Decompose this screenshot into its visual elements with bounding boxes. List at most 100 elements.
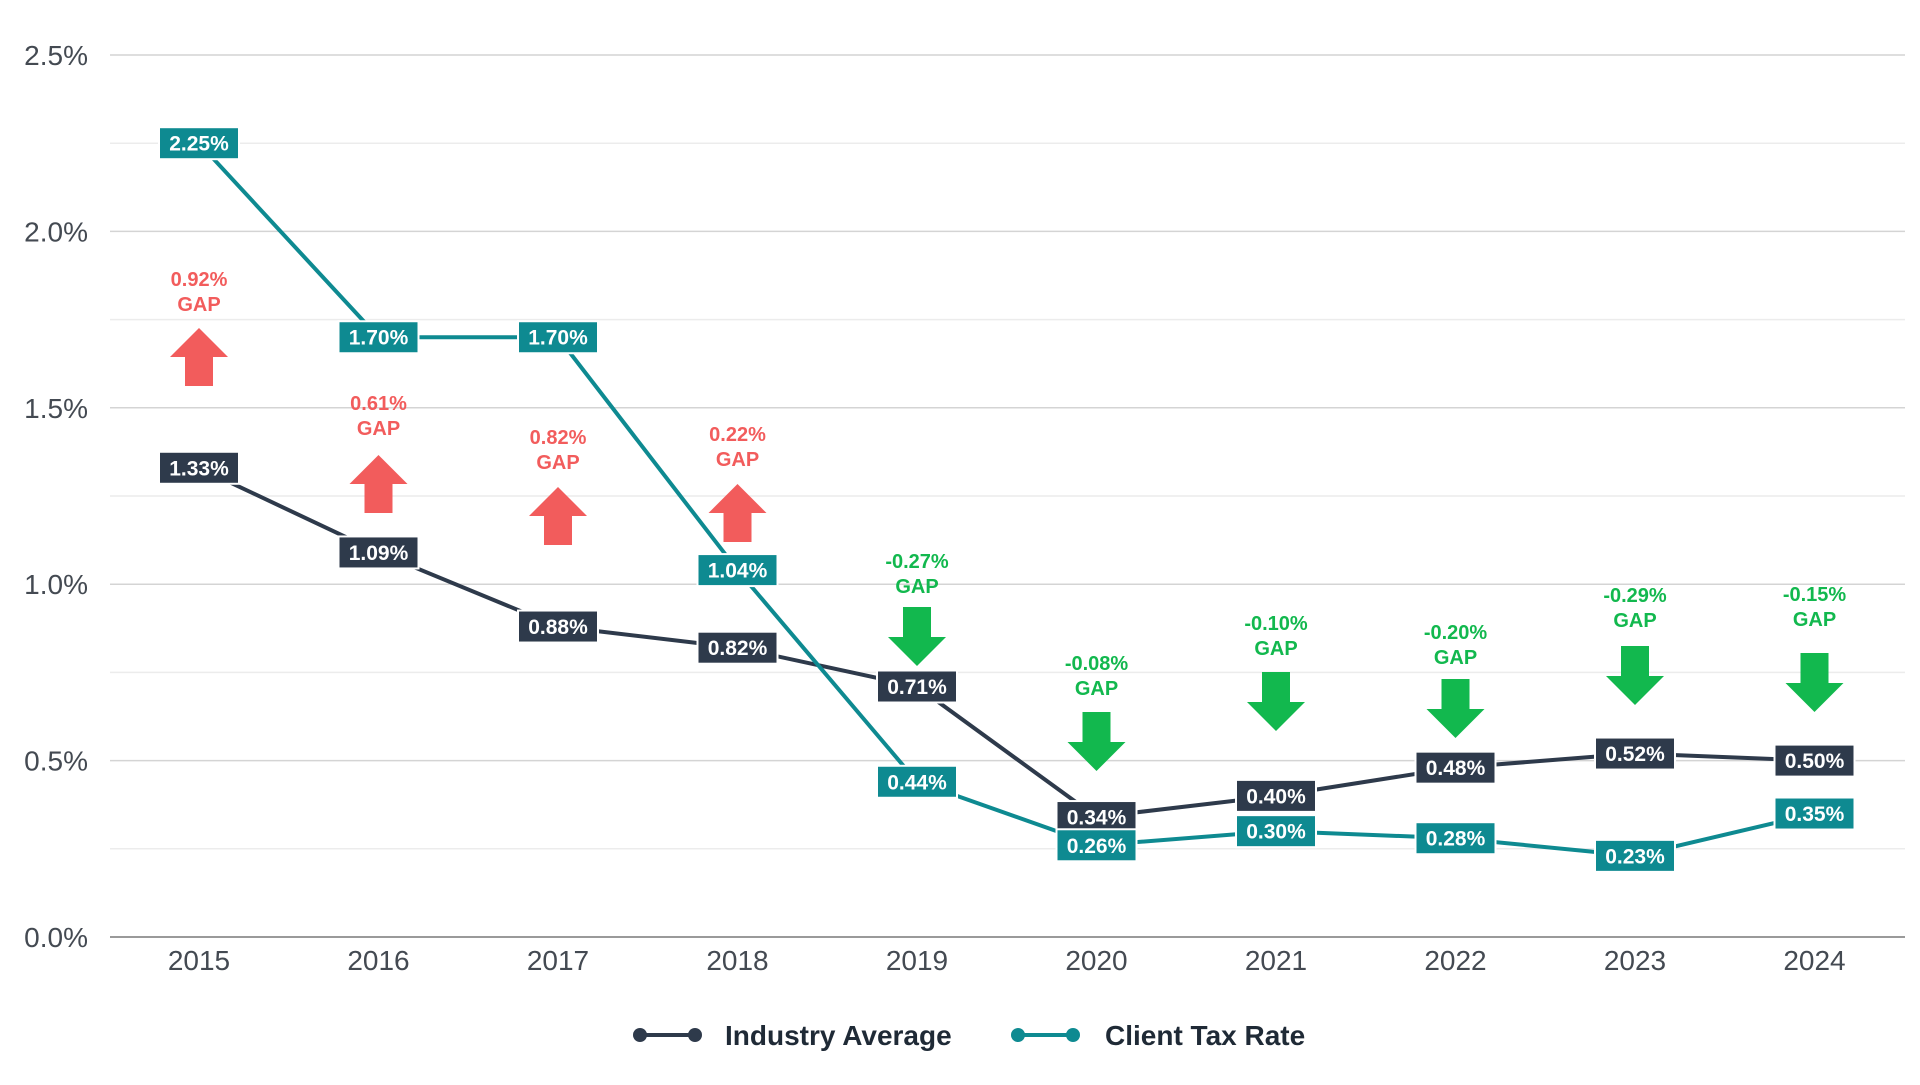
data-label-text: 0.44%: [887, 771, 947, 794]
data-label-text: 0.50%: [1785, 750, 1845, 773]
data-label-box: [1414, 821, 1497, 856]
data-label: 0.50%: [1773, 743, 1856, 778]
gap-up-arrow-icon: [170, 328, 228, 386]
data-label: 0.71%: [876, 669, 958, 704]
data-label-box: [158, 126, 240, 161]
data-label: 1.70%: [517, 320, 599, 355]
gap-word-label: GAP: [536, 452, 579, 474]
data-label-box: [696, 630, 779, 665]
data-label-box: [1594, 838, 1676, 873]
data-label-text: 0.48%: [1426, 757, 1486, 780]
data-label-box: [1414, 750, 1497, 785]
data-label-box: [1773, 796, 1856, 831]
data-label: 1.04%: [696, 553, 779, 588]
data-label-box: [1235, 778, 1317, 813]
legend-label: Client Tax Rate: [1105, 1020, 1305, 1051]
x-tick-label: 2016: [347, 945, 409, 976]
gap-up-arrow-icon: [349, 455, 408, 513]
data-label-text: 1.09%: [349, 542, 409, 565]
x-axis: 2015 2016 2017 2018 2019 2020 2021 2022 2023 2024: [110, 936, 1905, 976]
legend-label: Industry Average: [725, 1020, 952, 1051]
data-label: 0.26%: [1055, 828, 1138, 863]
legend-dot-marker: [1066, 1028, 1080, 1042]
gap-up-arrow-icon: [708, 484, 767, 542]
legend-item: Industry Average: [633, 1020, 952, 1051]
data-label: 0.28%: [1414, 821, 1497, 856]
data-label-text: 0.30%: [1246, 821, 1306, 844]
y-tick-label: 2.5%: [24, 40, 88, 71]
data-label: 0.34%: [1055, 800, 1138, 835]
data-label-box: [876, 764, 958, 799]
data-label-box: [517, 609, 599, 644]
legend-dot-marker: [633, 1028, 647, 1042]
gap-value-label: 0.61%: [350, 393, 407, 415]
gap-word-label: GAP: [357, 418, 400, 440]
data-label: 0.48%: [1414, 750, 1497, 785]
data-label-box: [1773, 743, 1856, 778]
data-label-text: 0.28%: [1426, 828, 1486, 851]
data-label-text: 1.70%: [349, 327, 409, 350]
series-line-industry-average: [198, 465, 1815, 820]
x-tick-label: 2022: [1424, 945, 1486, 976]
gap-down-arrow-icon: [1606, 646, 1664, 705]
data-label-box: [1055, 800, 1138, 835]
gap-value-label: -0.29%: [1603, 585, 1667, 607]
data-label: 1.70%: [337, 320, 420, 355]
gap-value-label: -0.15%: [1783, 584, 1847, 606]
gap-word-label: GAP: [1793, 609, 1836, 631]
x-tick-label: 2024: [1783, 945, 1845, 976]
gap-annotations: 0.92% GAP 0.61% GAP 0.82% GAP 0.22% GAP -0.27% GA…: [170, 269, 1846, 771]
gap-value-label: 0.22%: [709, 424, 766, 446]
x-tick-label: 2015: [168, 945, 230, 976]
data-label-text: 1.70%: [528, 327, 588, 350]
data-label-box: [696, 553, 779, 588]
gap-word-label: GAP: [1434, 647, 1477, 669]
gap-value-label: -0.27%: [885, 551, 949, 573]
data-label: 0.40%: [1235, 778, 1317, 813]
x-tick-label: 2019: [886, 945, 948, 976]
x-tick-label: 2023: [1604, 945, 1666, 976]
gap-word-label: GAP: [177, 294, 220, 316]
data-label-text: 0.23%: [1605, 845, 1665, 868]
gap-down-arrow-icon: [1785, 653, 1844, 712]
y-tick-label: 1.0%: [24, 569, 88, 600]
data-label-text: 1.04%: [708, 560, 768, 583]
gap-value-label: -0.08%: [1065, 653, 1129, 675]
data-label-text: 0.52%: [1605, 743, 1665, 766]
data-label-text: 0.88%: [528, 616, 588, 639]
y-tick-label: 2.0%: [24, 216, 88, 247]
data-label-box: [158, 450, 240, 485]
legend: Industry Average Client Tax Rate: [633, 1020, 1305, 1051]
y-tick-label: 0.5%: [24, 746, 88, 777]
data-labels: 1.33% 1.09% 0.88% 0.82% 0.71% 0.34% 0.40% 0.48%…: [158, 126, 1856, 873]
x-tick-label: 2021: [1245, 945, 1307, 976]
gap-word-label: GAP: [1613, 610, 1656, 632]
data-label: 0.30%: [1235, 814, 1317, 849]
gap-down-arrow-icon: [1426, 679, 1485, 738]
legend-dot-marker: [1011, 1028, 1025, 1042]
y-axis: 0.0% 0.5% 1.0% 1.5% 2.0% 2.5%: [24, 40, 88, 953]
data-label-box: [337, 535, 420, 570]
data-label-text: 0.34%: [1067, 807, 1127, 830]
y-tick-label: 0.0%: [24, 922, 88, 953]
data-label-text: 0.26%: [1067, 835, 1127, 858]
data-label-text: 0.82%: [708, 637, 768, 660]
gap-value-label: -0.10%: [1244, 613, 1308, 635]
gap-down-arrow-icon: [1247, 672, 1305, 731]
data-label: 2.25%: [158, 126, 240, 161]
series-line-client-tax-rate: [197, 141, 1815, 858]
data-label-text: 1.33%: [169, 457, 229, 480]
y-tick-label: 1.5%: [24, 393, 88, 424]
gap-down-arrow-icon: [888, 607, 946, 666]
series-lines: [197, 141, 1815, 858]
data-label-box: [1235, 814, 1317, 849]
gap-up-arrow-icon: [529, 487, 587, 545]
data-label: 0.23%: [1594, 838, 1676, 873]
legend-item: Client Tax Rate: [1011, 1020, 1305, 1051]
data-label-text: 0.40%: [1246, 785, 1306, 808]
data-label: 1.33%: [158, 450, 240, 485]
gap-value-label: -0.20%: [1424, 622, 1488, 644]
data-label-box: [1594, 736, 1676, 771]
